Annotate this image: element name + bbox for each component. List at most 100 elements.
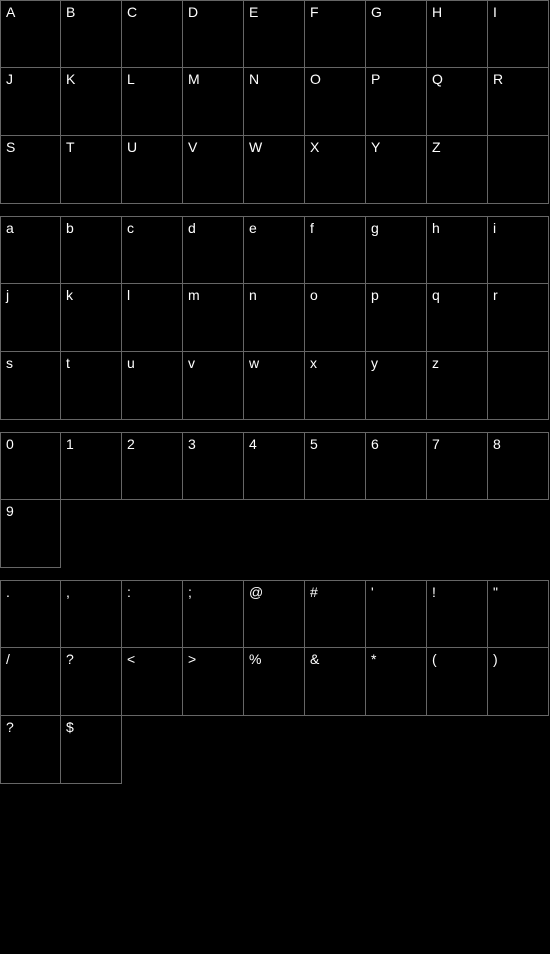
glyph: 8 — [493, 436, 501, 452]
glyph: 1 — [66, 436, 74, 452]
charmap-cell: 0 — [0, 432, 61, 500]
glyph: 5 — [310, 436, 318, 452]
charmap-cell: M — [183, 68, 244, 136]
glyph: y — [371, 355, 378, 371]
glyph: i — [493, 220, 496, 236]
charmap-cell: * — [366, 648, 427, 716]
glyph: U — [127, 139, 137, 155]
glyph: ? — [66, 651, 74, 667]
charmap-cell: % — [244, 648, 305, 716]
glyph: b — [66, 220, 74, 236]
charmap-section: 0123456789 — [0, 432, 550, 568]
glyph: R — [493, 71, 503, 87]
glyph: c — [127, 220, 134, 236]
charmap-row: 012345678 — [0, 432, 550, 500]
charmap-section: .,:;@#'!"/?<>%&*()?$ — [0, 580, 550, 784]
glyph: ) — [493, 651, 498, 667]
charmap-cell: 8 — [488, 432, 549, 500]
glyph: B — [66, 4, 75, 20]
charmap-cell: s — [0, 352, 61, 420]
glyph: : — [127, 584, 131, 600]
charmap-cell: O — [305, 68, 366, 136]
charmap-row: stuvwxyz — [0, 352, 550, 420]
charmap-cell: G — [366, 0, 427, 68]
charmap-cell: ? — [61, 648, 122, 716]
charmap-cell: P — [366, 68, 427, 136]
glyph: O — [310, 71, 321, 87]
charmap-cell: e — [244, 216, 305, 284]
charmap-cell: I — [488, 0, 549, 68]
charmap-cell: 5 — [305, 432, 366, 500]
glyph: N — [249, 71, 259, 87]
charmap-cell: b — [61, 216, 122, 284]
charmap-cell: U — [122, 136, 183, 204]
charmap-cell: n — [244, 284, 305, 352]
charmap-cell: F — [305, 0, 366, 68]
charmap-cell: X — [305, 136, 366, 204]
charmap-cell: p — [366, 284, 427, 352]
glyph: H — [432, 4, 442, 20]
glyph: e — [249, 220, 257, 236]
charmap-cell: J — [0, 68, 61, 136]
charmap-cell: @ — [244, 580, 305, 648]
charmap-cell: N — [244, 68, 305, 136]
charmap-cell: ; — [183, 580, 244, 648]
charmap-row: JKLMNOPQR — [0, 68, 550, 136]
glyph: Z — [432, 139, 441, 155]
charmap-cell: 6 — [366, 432, 427, 500]
charmap-row: ABCDEFGHI — [0, 0, 550, 68]
charmap-cell: V — [183, 136, 244, 204]
charmap-cell: # — [305, 580, 366, 648]
glyph: D — [188, 4, 198, 20]
glyph: > — [188, 651, 196, 667]
charmap-cell: u — [122, 352, 183, 420]
charmap-cell: " — [488, 580, 549, 648]
charmap-cell: > — [183, 648, 244, 716]
glyph: " — [493, 584, 498, 600]
charmap-cell: R — [488, 68, 549, 136]
glyph: . — [6, 584, 10, 600]
charmap-cell: Q — [427, 68, 488, 136]
glyph: m — [188, 287, 200, 303]
charmap-cell: B — [61, 0, 122, 68]
charmap-cell: ! — [427, 580, 488, 648]
charmap-cell: 2 — [122, 432, 183, 500]
charmap-cell — [488, 136, 549, 204]
glyph: z — [432, 355, 439, 371]
charmap-row: ab c d e f g hi — [0, 216, 550, 284]
glyph: * — [371, 651, 376, 667]
charmap-cell: 3 — [183, 432, 244, 500]
charmap-cell: / — [0, 648, 61, 716]
charmap-cell: a — [0, 216, 61, 284]
charmap-row: 9 — [0, 500, 550, 568]
charmap-cell: & — [305, 648, 366, 716]
glyph: J — [6, 71, 13, 87]
charmap-cell: y — [366, 352, 427, 420]
glyph: d — [188, 220, 196, 236]
glyph: n — [249, 287, 257, 303]
character-map: ABCDEFGHIJKLMNOPQRSTUVWXYZabcdefghijklmn… — [0, 0, 550, 784]
glyph: $ — [66, 719, 74, 735]
glyph: K — [66, 71, 75, 87]
glyph: s — [6, 355, 13, 371]
glyph: 4 — [249, 436, 257, 452]
glyph: M — [188, 71, 200, 87]
glyph: Y — [371, 139, 380, 155]
charmap-cell: h — [427, 216, 488, 284]
glyph: x — [310, 355, 317, 371]
charmap-cell: E — [244, 0, 305, 68]
glyph: g — [371, 220, 379, 236]
glyph: v — [188, 355, 195, 371]
charmap-row: .,:;@#'!" — [0, 580, 550, 648]
glyph: r — [493, 287, 498, 303]
charmap-cell: c — [122, 216, 183, 284]
charmap-cell: q — [427, 284, 488, 352]
charmap-cell: d — [183, 216, 244, 284]
glyph: f — [310, 220, 314, 236]
glyph: o — [310, 287, 318, 303]
glyph: @ — [249, 584, 263, 600]
glyph: Q — [432, 71, 443, 87]
glyph: / — [6, 651, 10, 667]
charmap-cell: K — [61, 68, 122, 136]
glyph: t — [66, 355, 70, 371]
